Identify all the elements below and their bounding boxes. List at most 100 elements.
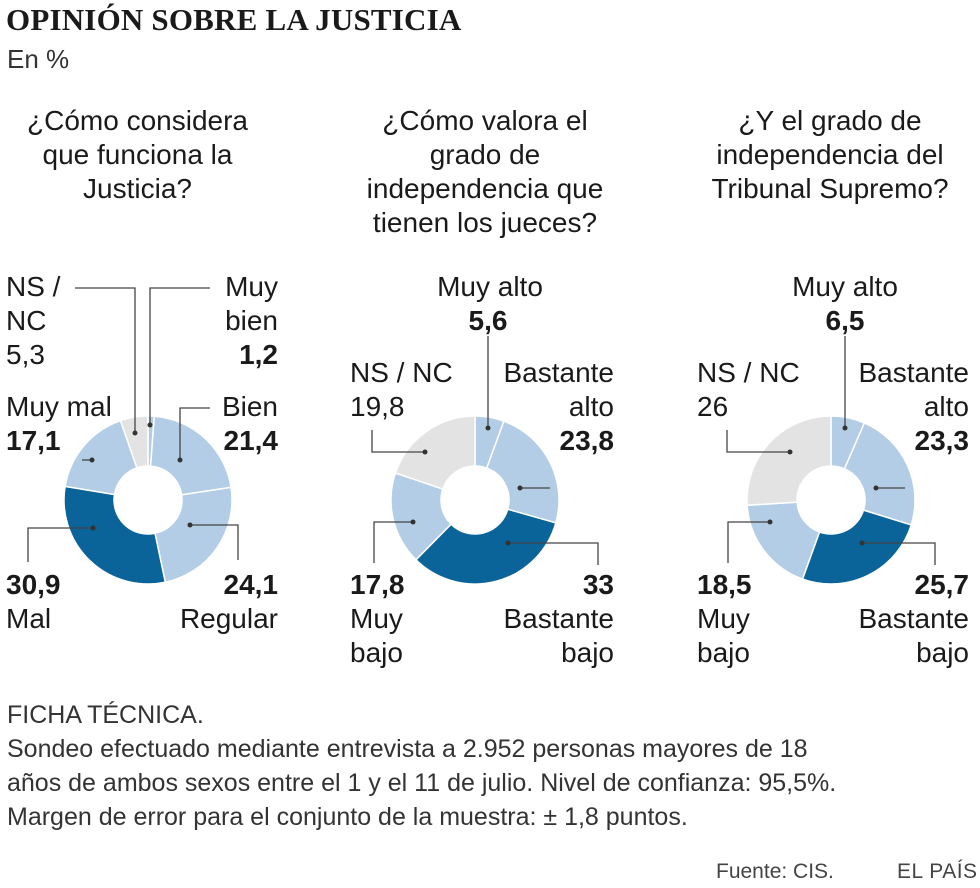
label-mal: Mal bbox=[6, 603, 51, 634]
label-nsnc: NS / NC bbox=[350, 357, 453, 388]
value-muy-bajo: 18,5 bbox=[697, 569, 752, 600]
value-bastante-bajo: 33 bbox=[583, 569, 614, 600]
label-bastante-bajo: Bastante bbox=[503, 603, 614, 634]
leader-dot bbox=[842, 425, 848, 431]
question-line: que funciona la bbox=[42, 139, 233, 170]
leader-dot bbox=[410, 519, 416, 525]
donut-slice-bastante-alto bbox=[843, 421, 916, 526]
leader-dot bbox=[873, 485, 879, 491]
label-bastante-bajo: bajo bbox=[561, 637, 614, 668]
donut-slice-muy-bajo bbox=[390, 472, 453, 561]
label-nsnc: NS / bbox=[6, 271, 61, 302]
value-muy-bien: 1,2 bbox=[239, 339, 278, 370]
label-bastante-alto: alto bbox=[924, 391, 969, 422]
donut-chart-2: Muy alto 5,6 NS / NC 19,8 Bastante alto … bbox=[350, 271, 614, 668]
value-muy-alto: 6,5 bbox=[826, 305, 865, 336]
label-bastante-alto: alto bbox=[569, 391, 614, 422]
technical-note-heading: FICHA TÉCNICA. bbox=[7, 701, 204, 729]
label-nsnc: NC bbox=[6, 305, 46, 336]
leader-line bbox=[373, 521, 413, 563]
leader-line bbox=[727, 521, 770, 563]
leader-dot bbox=[147, 422, 153, 428]
value-mal: 30,9 bbox=[6, 569, 61, 600]
source-credit: Fuente: CIS. bbox=[716, 860, 834, 883]
leader-dot bbox=[177, 457, 183, 463]
leader-dot bbox=[767, 519, 773, 525]
value-nsnc: 19,8 bbox=[350, 391, 405, 422]
label-bastante-bajo: Bastante bbox=[858, 603, 969, 634]
leader-dot bbox=[505, 540, 511, 546]
donut-slice-ns-nc bbox=[119, 415, 149, 469]
leader-line bbox=[862, 542, 936, 565]
question-line: tienen los jueces? bbox=[372, 207, 598, 238]
label-muy-bajo: bajo bbox=[350, 637, 403, 668]
label-bastante-bajo: bajo bbox=[916, 637, 969, 668]
leader-line bbox=[190, 524, 239, 560]
label-muy-bien: Muy bbox=[225, 271, 278, 302]
donut-slice-bastante-bajo bbox=[414, 508, 557, 585]
question-line: ¿Cómo valora el bbox=[382, 105, 588, 136]
leader-dot bbox=[89, 457, 95, 463]
leader-dot bbox=[187, 522, 193, 528]
donut-1-slices bbox=[63, 415, 233, 585]
value-bastante-alto: 23,3 bbox=[915, 425, 970, 456]
question-2: ¿Cómo valora el grado de independencia q… bbox=[340, 104, 630, 240]
question-line: Tribunal Supremo? bbox=[711, 173, 949, 204]
donut-slice-regular bbox=[154, 486, 233, 584]
value-muy-bajo: 17,8 bbox=[350, 569, 405, 600]
chart-subtitle: En % bbox=[7, 44, 70, 74]
leader-dot bbox=[132, 430, 138, 436]
question-line: Justicia? bbox=[83, 173, 192, 204]
leader-line bbox=[726, 430, 790, 453]
donut-chart-1: NS / NC 5,3 Muy bien 1,2 Muy mal 17,1 Bi… bbox=[6, 271, 278, 634]
value-nsnc: 26 bbox=[697, 391, 728, 422]
question-line: ¿Y el grado de bbox=[738, 105, 922, 136]
leader-dot bbox=[485, 425, 491, 431]
value-muy-mal: 17,1 bbox=[6, 425, 61, 456]
leader-line bbox=[508, 542, 599, 565]
donut-chart-3: Muy alto 6,5 NS / NC 26 Bastante alto 23… bbox=[697, 271, 969, 668]
leader-dot bbox=[787, 449, 793, 455]
technical-note-line: años de ambos sexos entre el 1 y el 11 d… bbox=[7, 769, 837, 797]
label-muy-bajo: Muy bbox=[350, 603, 403, 634]
donut-slice-bastante-alto bbox=[485, 420, 560, 524]
leader-dot bbox=[859, 540, 865, 546]
value-nsnc: 5,3 bbox=[6, 339, 45, 370]
value-regular: 24,1 bbox=[224, 569, 279, 600]
technical-note-line: Margen de error para el conjunto de la m… bbox=[7, 803, 688, 831]
question-line: grado de bbox=[429, 139, 541, 170]
leader-line bbox=[149, 287, 210, 425]
label-bastante-alto: Bastante bbox=[503, 357, 614, 388]
label-muy-alto: Muy alto bbox=[792, 271, 898, 302]
value-bien: 21,4 bbox=[224, 425, 279, 456]
donut-slice-ns-nc bbox=[746, 415, 832, 507]
chart-title: OPINIÓN SOBRE LA JUSTICIA bbox=[6, 2, 462, 37]
label-nsnc: NS / NC bbox=[697, 357, 800, 388]
label-muy-mal: Muy mal bbox=[6, 391, 112, 422]
donut-slice-bien bbox=[149, 415, 232, 496]
leader-line bbox=[371, 430, 425, 453]
donut-3-slices bbox=[746, 415, 916, 585]
question-line: independencia que bbox=[366, 173, 604, 204]
label-muy-bajo: bajo bbox=[697, 637, 750, 668]
label-muy-bien: bien bbox=[225, 305, 278, 336]
donut-slice-bastante-bajo bbox=[801, 509, 913, 585]
donut-slice-ns-nc bbox=[394, 415, 476, 491]
leader-line bbox=[75, 287, 136, 433]
leader-line bbox=[179, 407, 210, 460]
technical-note-line: Sondeo efectuado mediante entrevista a 2… bbox=[7, 735, 808, 763]
label-muy-bajo: Muy bbox=[697, 603, 750, 634]
leader-dot bbox=[422, 449, 428, 455]
value-bastante-alto: 23,8 bbox=[560, 425, 615, 456]
label-bastante-alto: Bastante bbox=[858, 357, 969, 388]
leader-dot bbox=[517, 485, 523, 491]
donut-slice-mal bbox=[63, 485, 167, 585]
label-muy-alto: Muy alto bbox=[437, 271, 543, 302]
leader-dot bbox=[90, 525, 96, 531]
label-regular: Regular bbox=[180, 603, 278, 634]
donut-2-slices bbox=[390, 415, 560, 585]
question-line: independencia del bbox=[716, 139, 944, 170]
question-1: ¿Cómo considera que funciona la Justicia… bbox=[0, 104, 275, 206]
value-muy-alto: 5,6 bbox=[469, 305, 508, 336]
